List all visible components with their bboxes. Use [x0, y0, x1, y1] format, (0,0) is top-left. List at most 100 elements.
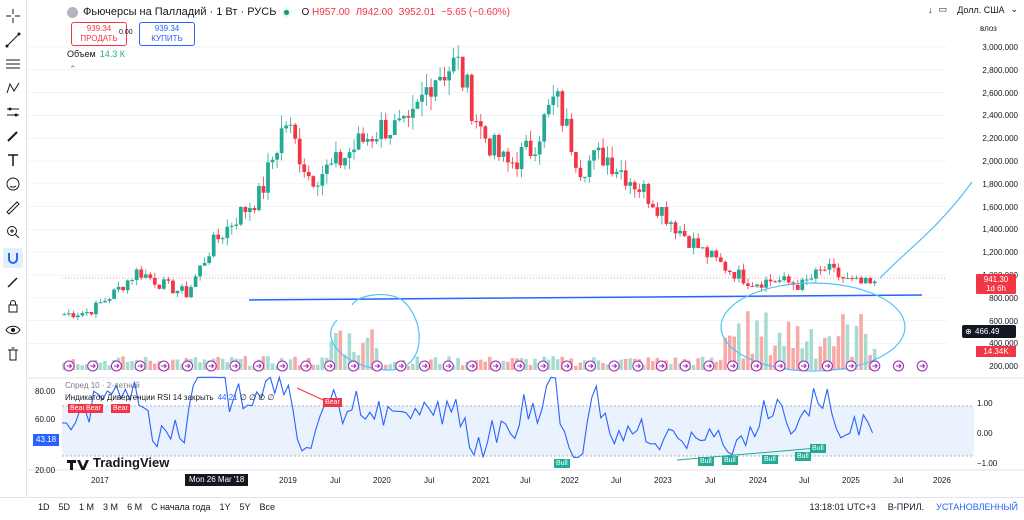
- range-button[interactable]: Все: [259, 502, 276, 512]
- range-button[interactable]: 1D: [38, 502, 50, 512]
- candle-body: [863, 277, 868, 284]
- currency-selector[interactable]: Долл. США: [957, 4, 1005, 15]
- add-alert-icon[interactable]: ⊕: [965, 327, 972, 336]
- volume-bar: [623, 358, 628, 370]
- event-marker-arrow: [161, 363, 167, 369]
- crosshair-icon[interactable]: [3, 6, 23, 26]
- candle-body: [116, 286, 121, 290]
- symbol-title[interactable]: Фьючерсы на Палладий · 1 Вт · РУСЬ: [83, 6, 277, 18]
- candle-body: [678, 230, 682, 234]
- candle-body: [569, 118, 574, 152]
- candle-body: [814, 269, 818, 279]
- sell-button[interactable]: 939.34 ПРОДАТЬ: [71, 22, 127, 46]
- volume-bar: [533, 358, 537, 370]
- buy-button[interactable]: 939.34 КУПИТЬ: [139, 22, 195, 46]
- candle-body: [641, 183, 646, 192]
- fib-icon[interactable]: [3, 54, 23, 74]
- range-button[interactable]: 1 М: [79, 502, 95, 512]
- lock-icon[interactable]: [3, 296, 23, 316]
- chart-canvas[interactable]: [27, 0, 1024, 497]
- top-right-controls: ↓ ▭ Долл. США ⌄: [928, 4, 1018, 15]
- event-marker-arrow: [824, 363, 831, 369]
- volume-bar: [478, 359, 483, 370]
- candle-body: [664, 207, 669, 224]
- volume-bar: [700, 356, 705, 370]
- range-button[interactable]: 3 М: [103, 502, 119, 512]
- bull-label: Bull: [698, 457, 714, 466]
- zoom-in-icon[interactable]: [3, 222, 23, 242]
- eye-icon[interactable]: [3, 320, 23, 340]
- brush-icon[interactable]: [3, 126, 23, 146]
- candle-body: [370, 139, 375, 142]
- volume-bar: [456, 357, 460, 370]
- download-icon[interactable]: ↓: [928, 4, 933, 15]
- candle-body: [488, 138, 492, 156]
- crosshair-price-badge[interactable]: ⊕ 466.49: [962, 325, 1016, 338]
- ellipse-annotation: [330, 293, 420, 371]
- candle-body: [533, 154, 538, 157]
- candle-body: [152, 277, 157, 285]
- candle-body: [555, 91, 560, 97]
- ruler-icon[interactable]: [3, 198, 23, 218]
- rsi-right-axis-neg1: −1.00: [977, 459, 998, 468]
- volume-bar: [510, 357, 515, 370]
- bull-label: Bull: [762, 455, 778, 464]
- candle-body: [365, 139, 370, 142]
- candle-body: [868, 277, 873, 284]
- range-button[interactable]: 5D: [58, 502, 71, 512]
- clock[interactable]: 13:18:01 UTC+3: [809, 502, 876, 512]
- currency-chevron-icon[interactable]: ⌄: [1010, 4, 1018, 14]
- chart-area[interactable]: Фьючерсы на Палладий · 1 Вт · РУСЬ О Н95…: [27, 0, 1024, 519]
- trend-line-icon[interactable]: [3, 30, 23, 50]
- candle-body: [334, 152, 338, 164]
- time-axis-label: 2017: [91, 476, 109, 485]
- candle-body: [456, 56, 461, 58]
- candle-body: [506, 151, 510, 163]
- rsi-legend[interactable]: Индикатор Дивергенции RSI 14 закрыть 44.2…: [65, 393, 274, 402]
- event-marker-arrow: [587, 363, 594, 369]
- candle-body: [836, 267, 841, 277]
- collapse-legend-icon[interactable]: ⌃: [69, 64, 77, 74]
- session-label[interactable]: В-ПРИЛ.: [887, 502, 925, 512]
- candle-body: [248, 207, 252, 213]
- pattern-icon[interactable]: [3, 78, 23, 98]
- scale-mode-label[interactable]: влоз: [980, 24, 997, 33]
- candle-body: [755, 284, 759, 287]
- text-icon[interactable]: [3, 150, 23, 170]
- volume-bar: [248, 365, 252, 370]
- volume-legend[interactable]: Объем 14.3 К: [67, 49, 125, 59]
- candle-body: [207, 256, 212, 263]
- sidebar-toggle-icon[interactable]: ▭: [938, 4, 948, 14]
- volume-bar: [311, 364, 315, 370]
- ohlc-high: Н957.00: [312, 6, 350, 18]
- range-button[interactable]: 5Y: [239, 502, 251, 512]
- emoji-icon[interactable]: [3, 174, 23, 194]
- event-marker-arrow: [185, 363, 191, 369]
- tradingview-logo[interactable]: TradingView: [67, 455, 169, 470]
- candle-body: [252, 207, 257, 211]
- ohlc-close: З952.01: [398, 6, 436, 18]
- volume-bar: [723, 337, 727, 370]
- magnet-icon[interactable]: [3, 248, 23, 268]
- price-axis-label: 200.000: [989, 362, 1018, 372]
- volume-bar: [628, 358, 632, 370]
- price-axis-label: 400.000: [989, 339, 1018, 349]
- time-axis-label: Jul: [611, 476, 622, 485]
- candle-body: [406, 116, 411, 118]
- range-button[interactable]: 6 М: [127, 502, 143, 512]
- forecast-icon[interactable]: [3, 102, 23, 122]
- pencil-lock-icon[interactable]: [3, 272, 23, 292]
- status-label[interactable]: УСТАНОВЛЕННЫЙ: [936, 502, 1018, 512]
- range-button[interactable]: С начала года: [151, 502, 211, 512]
- volume-bar: [832, 346, 836, 370]
- range-button[interactable]: 1Y: [219, 502, 231, 512]
- buy-label: КУПИТЬ: [151, 34, 183, 43]
- candle-body: [62, 314, 67, 316]
- candle-body: [107, 299, 112, 301]
- trash-icon[interactable]: [3, 344, 23, 364]
- ohlc-change: −5.65 (−0.60%): [440, 6, 510, 18]
- bull-label: Bull: [722, 456, 738, 465]
- time-axis-label: Jul: [893, 476, 904, 485]
- volume-bar: [451, 365, 456, 370]
- price-axis-label: 1,400.000: [982, 225, 1018, 235]
